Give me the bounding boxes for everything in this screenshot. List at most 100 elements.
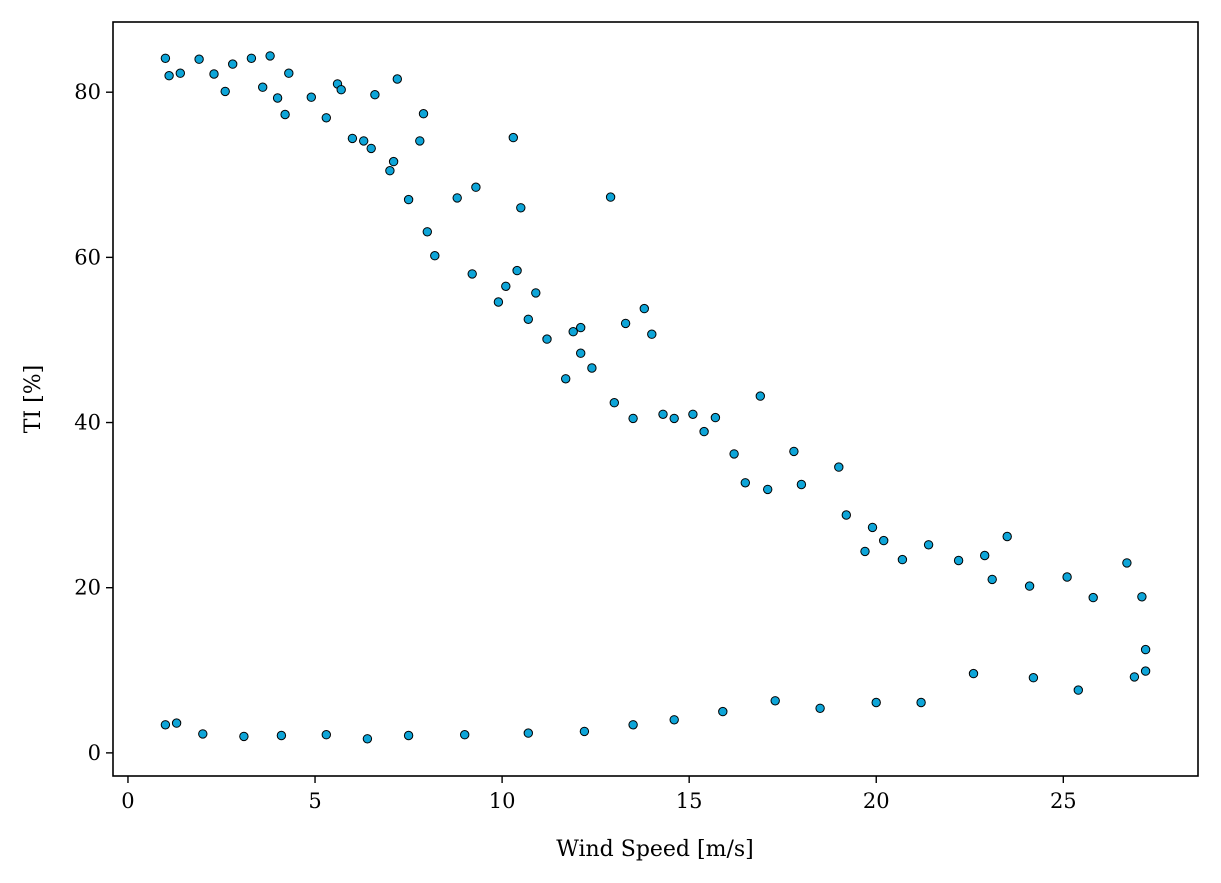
data-point: [388, 156, 399, 167]
data-point: [430, 251, 440, 261]
data-point: [523, 728, 533, 738]
data-point: [422, 227, 432, 237]
data-point: [198, 729, 208, 739]
data-point: [272, 93, 283, 103]
data-point: [508, 132, 518, 143]
data-point: [359, 136, 369, 146]
data-point: [415, 136, 425, 146]
data-point: [220, 86, 230, 97]
data-point: [710, 412, 721, 423]
data-point: [953, 555, 964, 566]
data-point: [452, 193, 462, 203]
data-point: [576, 348, 586, 358]
data-point: [1002, 531, 1012, 542]
data-point: [239, 731, 249, 742]
data-point: [871, 697, 881, 708]
data-point: [265, 51, 275, 61]
data-point: [987, 574, 997, 585]
data-point: [1028, 673, 1039, 683]
data-point: [403, 730, 414, 741]
data-point: [306, 92, 316, 102]
plot-frame: [112, 21, 1199, 777]
data-point: [209, 69, 219, 79]
data-point: [516, 203, 526, 213]
data-point: [493, 297, 504, 307]
data-point: [1073, 685, 1084, 695]
y-axis-label: TI [%]: [21, 365, 46, 433]
data-point: [362, 734, 373, 744]
data-point: [729, 449, 739, 459]
data-point: [763, 484, 773, 495]
data-point: [542, 334, 552, 344]
data-point: [968, 668, 979, 679]
data-point: [605, 192, 616, 202]
data-point: [568, 327, 578, 337]
data-point: [160, 720, 171, 730]
data-point: [512, 265, 522, 276]
data-point: [321, 113, 331, 123]
data-point: [1140, 644, 1151, 655]
data-point: [815, 703, 825, 713]
data-point: [175, 68, 186, 78]
data-point: [1062, 572, 1072, 582]
x-tick-label: 20: [863, 789, 890, 813]
x-tick-label: 0: [121, 789, 134, 813]
data-point: [860, 546, 870, 557]
data-point: [418, 109, 429, 119]
data-point: [867, 522, 878, 533]
data-point: [1129, 672, 1140, 682]
data-point: [789, 446, 799, 457]
data-point: [321, 730, 331, 740]
data-point: [501, 281, 511, 291]
data-point: [1024, 581, 1035, 591]
data-point: [1140, 666, 1151, 676]
data-point: [628, 413, 638, 424]
data-point: [796, 479, 807, 490]
data-point: [770, 696, 780, 706]
data-point: [160, 53, 171, 63]
data-point: [531, 288, 541, 298]
data-point: [366, 143, 376, 154]
data-point: [467, 269, 477, 279]
x-tick-label: 15: [676, 789, 703, 813]
data-point: [718, 706, 728, 717]
data-point: [246, 53, 257, 63]
y-tick-label: 80: [74, 80, 101, 104]
data-point: [579, 726, 590, 737]
data-point: [385, 166, 395, 176]
data-point: [171, 718, 182, 728]
data-point: [523, 314, 533, 324]
data-point: [1122, 558, 1132, 568]
x-tick-label: 10: [489, 789, 516, 813]
data-point: [897, 554, 908, 565]
data-point: [403, 194, 414, 205]
y-tick-label: 60: [74, 245, 101, 269]
data-point: [647, 329, 657, 339]
data-points: [160, 51, 1151, 744]
data-point: [609, 398, 619, 408]
data-point: [841, 510, 851, 520]
data-point: [916, 697, 926, 708]
data-point: [923, 540, 934, 550]
data-point: [392, 74, 402, 84]
data-point: [276, 730, 287, 741]
data-point: [587, 363, 597, 373]
data-point: [164, 71, 174, 81]
x-axis-ticks: 0 5 10 15 20 25: [121, 776, 1077, 813]
x-axis-label: Wind Speed [m/s]: [556, 837, 754, 862]
data-point: [669, 715, 679, 725]
data-point: [755, 391, 765, 401]
data-point: [576, 322, 586, 333]
data-point: [628, 720, 638, 730]
data-point: [280, 109, 290, 120]
data-point: [370, 90, 380, 100]
data-point: [658, 409, 668, 419]
y-tick-label: 0: [88, 741, 101, 765]
data-point: [980, 550, 990, 561]
y-tick-label: 20: [74, 576, 101, 600]
data-point: [639, 303, 649, 314]
data-point: [879, 535, 889, 546]
y-tick-label: 40: [74, 411, 101, 435]
data-point: [561, 374, 571, 384]
